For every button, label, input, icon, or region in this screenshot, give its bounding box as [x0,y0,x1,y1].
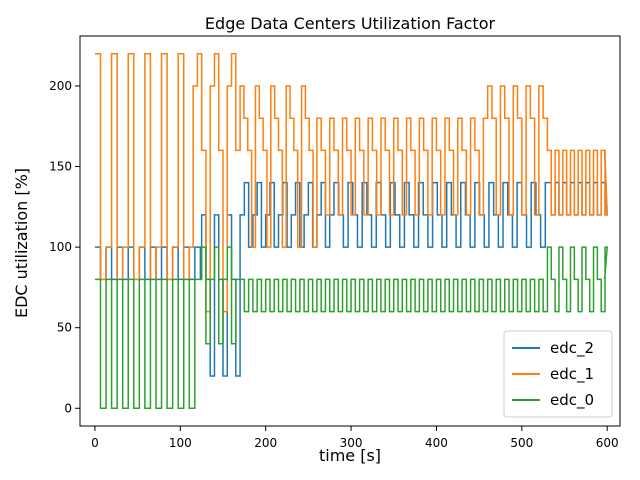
y-tick-label: 0 [64,401,72,415]
x-tick-label: 0 [91,436,99,450]
x-tick-label: 500 [510,436,533,450]
legend: edc_2 edc_1 edc_0 [503,330,613,418]
y-axis-label: EDC utilization [%] [12,168,31,318]
y-tick-label: 50 [57,321,72,335]
legend-label-edc_2: edc_2 [550,339,594,358]
x-axis-label: time [s] [319,446,381,465]
axes-layer: 0 100 200 300 400 500 600 0 50 100 150 200 [49,35,621,450]
x-tick-label: 200 [254,436,277,450]
series-line-edc_0 [94,246,609,410]
y-tick-label: 200 [49,79,72,93]
legend-label-edc_1: edc_1 [550,365,594,384]
series-line-edc_1 [94,52,608,313]
legend-label-edc_0: edc_0 [550,391,594,410]
y-tick-label: 150 [49,160,72,174]
x-tick-label: 400 [425,436,448,450]
x-tick-label: 100 [169,436,192,450]
x-tick-label: 300 [340,436,363,450]
y-tick-label: 100 [49,240,72,254]
plot-frame [79,35,621,427]
series-layer [94,52,609,410]
chart-title: Edge Data Centers Utilization Factor [205,14,496,33]
series-line-edc_2 [94,150,608,377]
legend-box [503,330,613,418]
x-tick-label: 600 [596,436,619,450]
